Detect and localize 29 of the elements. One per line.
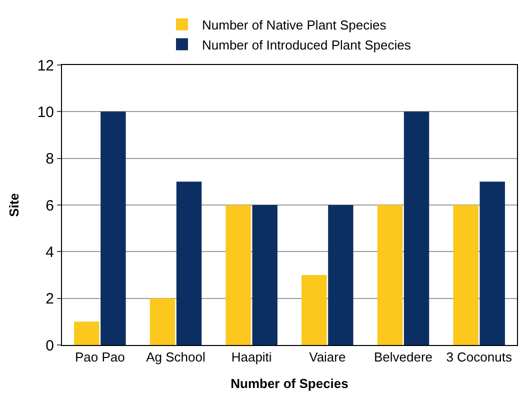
legend-label: Number of Native Plant Species [202, 17, 387, 32]
x-tick-label: Belvedere [374, 350, 433, 365]
bar [226, 205, 251, 345]
x-tick-label: Haapiti [231, 350, 272, 365]
x-axis-title: Number of Species [230, 376, 348, 392]
bar [453, 205, 478, 345]
bar [252, 205, 278, 345]
bar [150, 298, 176, 345]
y-tick-label: 6 [46, 197, 54, 214]
x-tick-label: Ag School [146, 350, 206, 365]
bar [377, 205, 403, 345]
y-tick-label: 0 [46, 337, 54, 354]
bar [404, 112, 430, 345]
bar [100, 112, 126, 345]
x-tick-label: 3 Coconuts [446, 350, 512, 365]
y-tick-label: 2 [46, 290, 54, 308]
bar [176, 182, 202, 345]
y-axis-title: Site [6, 193, 22, 217]
bar [74, 322, 100, 345]
bar [302, 275, 327, 345]
y-tick-label: 10 [37, 104, 54, 121]
x-tick-label: Pao Pao [74, 350, 125, 365]
y-tick-label: 4 [46, 244, 54, 261]
y-tick-label: 8 [46, 150, 54, 168]
legend-label: Number of Introduced Plant Species [202, 37, 412, 52]
bar [480, 182, 505, 345]
bar [328, 205, 354, 345]
x-tick-label: Vaiare [309, 350, 346, 365]
y-tick-label: 12 [37, 57, 54, 74]
